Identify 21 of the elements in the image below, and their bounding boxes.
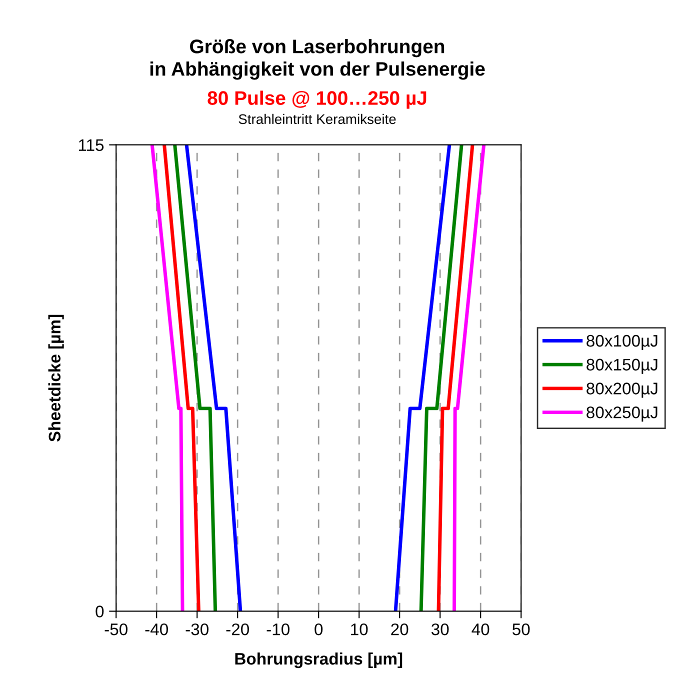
- legend-label: 80x200µJ: [586, 382, 658, 398]
- x-tick-label: -10: [266, 623, 290, 636]
- x-tick-label: 0: [314, 623, 323, 636]
- y-tick-label: 115: [78, 139, 104, 152]
- x-tick-label: 40: [472, 623, 490, 636]
- x-tick-label: 50: [512, 623, 530, 636]
- y-axis-title: Sheetdicke [µm]: [48, 314, 64, 442]
- text: Strahleintritt Keramikseite: [238, 114, 396, 124]
- x-tick-label: 10: [351, 623, 368, 636]
- x-tick-label: 30: [431, 623, 449, 636]
- legend-label: 80x100µJ: [586, 334, 658, 350]
- x-axis-title: Bohrungsradius [µm]: [235, 652, 402, 668]
- x-tick-label: -40: [145, 623, 168, 636]
- x-tick-label: -30: [186, 623, 208, 636]
- legend-label: 80x150µJ: [586, 358, 658, 374]
- legend-label: 80x250µJ: [586, 406, 658, 422]
- x-tick-label: -50: [104, 623, 128, 636]
- chart-title: Größe von Laserbohrungen in Abhängigkeit von der Pulsenergie: [150, 39, 485, 80]
- x-tick-label: -20: [226, 623, 249, 636]
- x-tick-label: 20: [391, 623, 408, 636]
- chart-subtitle: 80 Pulse @ 100…250 µJ: [208, 90, 426, 109]
